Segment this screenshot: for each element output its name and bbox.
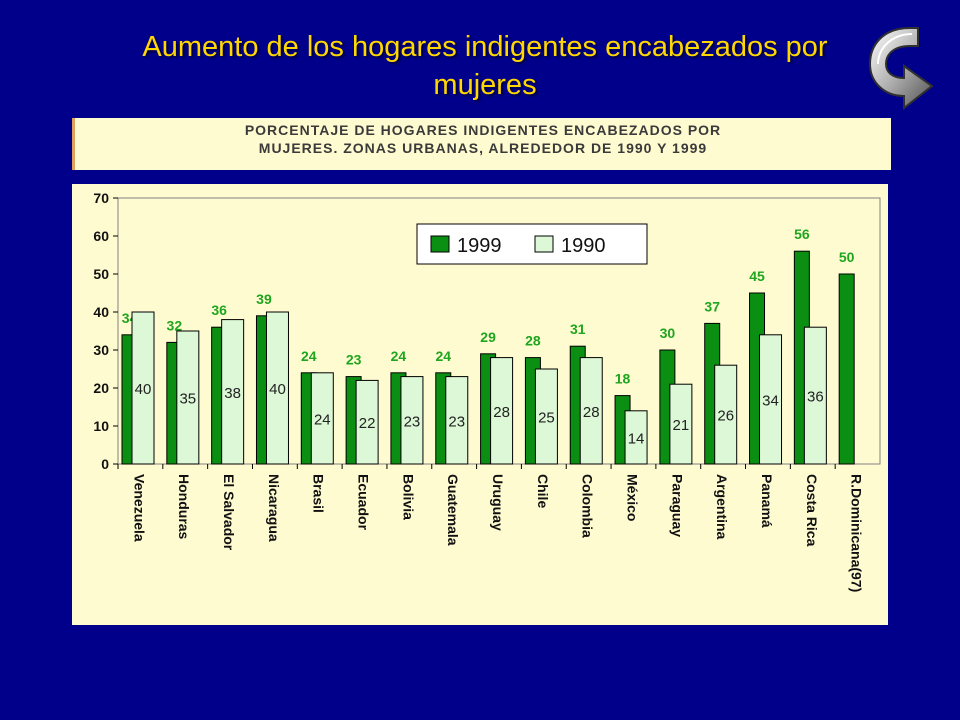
- bar-1990: [355, 379, 379, 465]
- y-tick-label: 40: [93, 304, 109, 320]
- y-tick-label: 60: [93, 228, 109, 244]
- category-label: Argentina: [714, 474, 730, 540]
- data-label-1990: 40: [135, 381, 152, 398]
- data-label-1999: 18: [615, 371, 631, 387]
- category-label: R.Dominicana(97): [849, 474, 865, 592]
- data-label-1990: 26: [717, 408, 734, 425]
- data-label-1999: 30: [660, 325, 676, 341]
- category-label: Panamá: [759, 474, 775, 528]
- data-label-1990: 28: [583, 404, 600, 421]
- y-tick-label: 20: [93, 380, 109, 396]
- bar-1990: [265, 311, 289, 465]
- bar-1990: [579, 357, 603, 465]
- data-label-1990: 24: [314, 411, 331, 428]
- category-label: Costa Rica: [804, 474, 820, 547]
- bar-1990: [310, 372, 334, 465]
- bar-1990: [131, 311, 155, 465]
- legend-swatch-1999: [430, 235, 450, 253]
- data-label-1999: 56: [794, 226, 810, 242]
- y-tick-label: 50: [93, 266, 109, 282]
- chart-title-line2: MUJERES. ZONAS URBANAS, ALREDEDOR DE 199…: [258, 140, 708, 156]
- chart-panel: 0 10 20 30 40 50 60 70 34 40 Venezuela 32 35 Honduras…: [72, 184, 888, 625]
- data-label-1999: 32: [167, 317, 183, 333]
- bar-1990: [624, 410, 648, 465]
- category-label: Colombia: [580, 474, 596, 538]
- bar-1990: [490, 357, 514, 465]
- y-tick-label: 0: [101, 456, 109, 472]
- data-label-1999: 50: [839, 249, 855, 265]
- slide-title-line1: Aumento de los hogares indigentes encabe…: [142, 31, 828, 63]
- legend-box: [416, 223, 648, 265]
- category-label: Uruguay: [490, 474, 506, 531]
- data-label-1990: 14: [628, 430, 645, 447]
- bar-1990: [669, 383, 693, 465]
- category-label: Paraguay: [669, 474, 685, 537]
- data-label-1990: 34: [762, 392, 779, 409]
- category-label: El Salvador: [221, 474, 237, 551]
- legend-label-1990: 1990: [561, 235, 606, 257]
- data-label-1999: 28: [525, 333, 541, 349]
- data-label-1999: 24: [435, 348, 451, 364]
- data-label-1990: 25: [538, 410, 555, 427]
- data-label-1990: 21: [673, 417, 690, 434]
- data-label-1990: 22: [359, 415, 376, 432]
- bar-1990: [534, 368, 558, 465]
- bar-1990: [221, 319, 245, 465]
- category-label: Bolivia: [400, 474, 416, 520]
- data-label-1999: 37: [704, 298, 720, 314]
- data-label-1999: 36: [211, 302, 227, 318]
- slide-title-line2: mujeres: [433, 69, 537, 101]
- data-label-1990: 23: [404, 413, 421, 430]
- category-label: Venezuela: [131, 474, 147, 542]
- legend-label-1999: 1999: [457, 235, 502, 257]
- data-label-1999: 39: [256, 291, 272, 307]
- bar-1990: [176, 330, 200, 465]
- category-label: Honduras: [176, 474, 192, 540]
- data-label-1999: 24: [391, 348, 407, 364]
- y-tick-label: 10: [93, 418, 109, 434]
- data-label-1990: 38: [224, 385, 241, 402]
- data-label-1999: 45: [749, 268, 765, 284]
- bar-1990: [400, 376, 424, 465]
- category-label: Guatemala: [445, 474, 461, 546]
- chart-title-banner: PORCENTAJE DE HOGARES INDIGENTES ENCABEZ…: [72, 118, 891, 170]
- bar-1990: [759, 334, 783, 465]
- data-label-1999: 29: [480, 329, 496, 345]
- data-label-1990: 28: [493, 404, 510, 421]
- y-tick-label: 30: [93, 342, 109, 358]
- slide-title: Aumento de los hogares indigentes encabe…: [60, 28, 910, 104]
- data-label-1990: 36: [807, 389, 824, 406]
- legend-swatch-1990: [534, 235, 554, 253]
- y-tick-label: 70: [93, 190, 109, 206]
- data-label-1990: 35: [179, 391, 196, 408]
- data-label-1999: 23: [346, 352, 362, 368]
- bar-1999: [838, 273, 855, 465]
- category-label: Nicaragua: [266, 474, 282, 542]
- return-arrow-icon[interactable]: [862, 22, 936, 110]
- bar-1990: [445, 376, 469, 465]
- category-label: México: [624, 474, 640, 521]
- bar-1990: [714, 364, 738, 465]
- category-label: Ecuador: [356, 474, 372, 531]
- data-label-1990: 23: [448, 413, 465, 430]
- bar-1990: [803, 326, 827, 465]
- category-label: Chile: [535, 474, 551, 508]
- data-label-1990: 40: [269, 381, 286, 398]
- data-label-1999: 24: [301, 348, 317, 364]
- category-label: Brasil: [311, 474, 327, 513]
- bar-chart: 0 10 20 30 40 50 60 70 34 40 Venezuela 32 35 Honduras…: [93, 190, 881, 592]
- data-label-1999: 31: [570, 321, 586, 337]
- chart-title-line1: PORCENTAJE DE HOGARES INDIGENTES ENCABEZ…: [244, 122, 722, 138]
